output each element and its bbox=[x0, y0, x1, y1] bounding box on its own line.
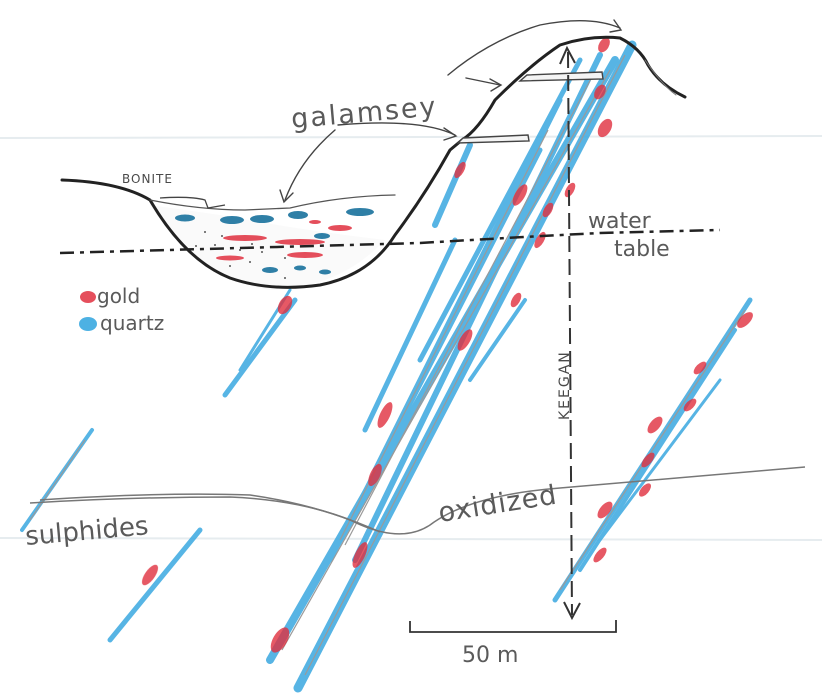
sulphides-label: sulphides bbox=[24, 511, 150, 552]
ground-surface bbox=[60, 35, 687, 289]
oxidized-label: oxidized bbox=[436, 480, 559, 529]
oxidation-boundary bbox=[29, 466, 806, 535]
legend-gold-swatch bbox=[80, 291, 96, 303]
pencil-hatching bbox=[29, 54, 746, 676]
water-table-label-line2: table bbox=[614, 237, 670, 262]
keegan-label: KEEGAN bbox=[557, 350, 573, 420]
paper-fold-lines bbox=[0, 135, 822, 541]
galamsey-workings bbox=[456, 71, 604, 144]
keegan-drillhole bbox=[559, 45, 581, 621]
galamsey-label: galamsey bbox=[290, 91, 439, 135]
quartz-veins bbox=[20, 40, 753, 693]
placer-deposit bbox=[150, 205, 385, 290]
water-table-label-line1: water bbox=[588, 209, 652, 234]
legend bbox=[79, 291, 97, 331]
water-table-line bbox=[59, 228, 721, 255]
bonite-label: BONITE bbox=[122, 172, 173, 186]
scale-bar bbox=[409, 620, 617, 633]
legend-quartz-label: quartz bbox=[100, 311, 164, 335]
gold-patches bbox=[141, 37, 753, 653]
legend-gold-label: gold bbox=[97, 284, 140, 308]
galamsey-arrows bbox=[279, 19, 623, 204]
bonite-pit bbox=[159, 196, 226, 209]
legend-quartz-swatch bbox=[79, 317, 97, 331]
scale-bar-label: 50 m bbox=[462, 643, 518, 668]
